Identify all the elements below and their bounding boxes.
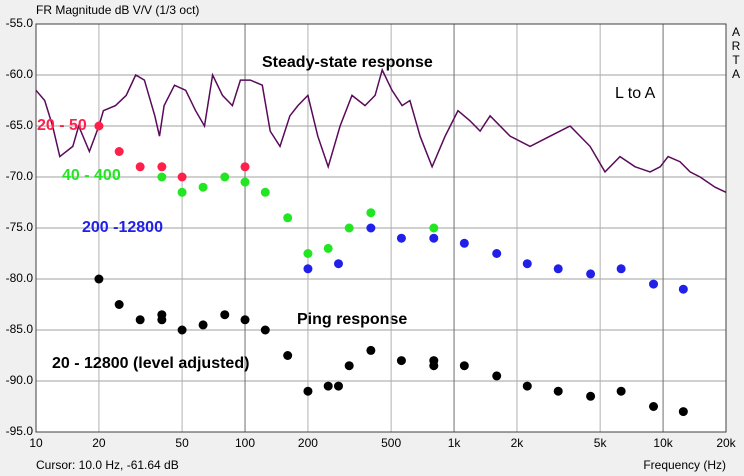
data-point — [396, 356, 406, 366]
data-point — [240, 177, 250, 187]
data-point — [492, 249, 502, 258]
data-point — [459, 361, 469, 371]
data-point — [198, 320, 208, 330]
data-point — [94, 121, 104, 131]
y-tick-label: -60.0 — [6, 67, 34, 81]
x-tick-label: 1k — [448, 436, 462, 450]
data-point — [177, 187, 187, 197]
data-point — [135, 162, 145, 172]
data-point — [94, 274, 104, 284]
data-point — [344, 361, 354, 371]
data-point — [283, 213, 293, 223]
data-point — [283, 351, 293, 360]
x-tick-label: 2k — [511, 436, 525, 450]
data-point — [240, 315, 250, 325]
data-point — [114, 147, 124, 156]
data-point — [260, 325, 270, 335]
y-tick-label: -95.0 — [6, 424, 34, 438]
data-point — [396, 233, 406, 243]
x-tick-label: 20 — [92, 436, 106, 450]
data-point — [177, 172, 187, 182]
data-point — [678, 407, 688, 417]
data-point — [333, 381, 343, 391]
y-tick-label: -85.0 — [6, 322, 34, 336]
data-point — [323, 243, 333, 253]
x-tick-label: 10 — [29, 436, 43, 450]
x-axis-label: Frequency (Hz) — [643, 458, 726, 472]
data-point — [220, 172, 230, 182]
y-tick-label: -65.0 — [6, 118, 34, 132]
data-point — [616, 386, 626, 396]
data-point — [220, 310, 230, 320]
data-point — [429, 223, 439, 233]
data-point — [323, 381, 333, 391]
data-point — [157, 172, 167, 182]
data-point — [177, 325, 187, 335]
data-point — [114, 300, 124, 309]
data-point — [678, 284, 688, 294]
data-point — [586, 391, 596, 401]
annotation: L to A — [615, 85, 656, 102]
data-point — [366, 345, 376, 355]
x-tick-label: 100 — [235, 436, 255, 450]
data-point — [198, 182, 208, 192]
data-point — [522, 381, 532, 391]
series-line — [35, 67, 727, 193]
data-point — [522, 259, 532, 269]
chart-title: FR Magnitude dB V/V (1/3 oct) — [36, 3, 199, 17]
brand-letter: R — [732, 39, 741, 53]
data-point — [649, 279, 659, 289]
data-point — [303, 386, 313, 396]
cursor-readout: Cursor: 10.0 Hz, -61.64 dB — [36, 458, 179, 472]
data-point — [135, 315, 145, 325]
series-label: 20 - 12800 (level adjusted) — [52, 355, 249, 372]
data-point — [366, 223, 376, 233]
y-tick-label: -75.0 — [6, 220, 34, 234]
brand-letter: A — [732, 25, 740, 39]
series-label: 40 - 400 — [62, 167, 121, 184]
brand-letter: T — [732, 53, 740, 67]
x-tick-label: 500 — [381, 436, 401, 450]
x-tick-label: 200 — [298, 436, 318, 450]
data-point — [586, 269, 596, 279]
data-point — [333, 259, 343, 269]
data-point — [553, 386, 563, 396]
data-point — [157, 162, 167, 172]
data-point — [492, 371, 502, 381]
data-point — [303, 264, 313, 274]
x-tick-label: 50 — [175, 436, 189, 450]
data-point — [649, 402, 659, 411]
data-point — [366, 208, 376, 218]
y-tick-label: -70.0 — [6, 169, 34, 183]
y-tick-label: -90.0 — [6, 373, 34, 387]
data-point — [157, 315, 167, 325]
series-label: Steady-state response — [262, 54, 433, 71]
data-point — [240, 162, 250, 172]
y-tick-label: -80.0 — [6, 271, 34, 285]
plot-border — [35, 23, 727, 433]
data-point — [260, 187, 270, 197]
series-label: 20 - 50 — [37, 117, 87, 134]
y-tick-label: -55.0 — [6, 16, 34, 30]
x-tick-label: 10k — [653, 436, 673, 450]
x-tick-label: 5k — [594, 436, 608, 450]
x-tick-label: 20k — [716, 436, 736, 450]
data-point — [429, 233, 439, 243]
data-point — [616, 264, 626, 274]
data-point — [459, 238, 469, 248]
data-point — [344, 223, 354, 233]
data-point — [303, 249, 313, 258]
data-point — [429, 361, 439, 371]
annotation: Ping response — [297, 311, 407, 328]
series-label: 200 -12800 — [82, 219, 163, 236]
brand-letter: A — [732, 67, 740, 81]
data-point — [553, 264, 563, 274]
